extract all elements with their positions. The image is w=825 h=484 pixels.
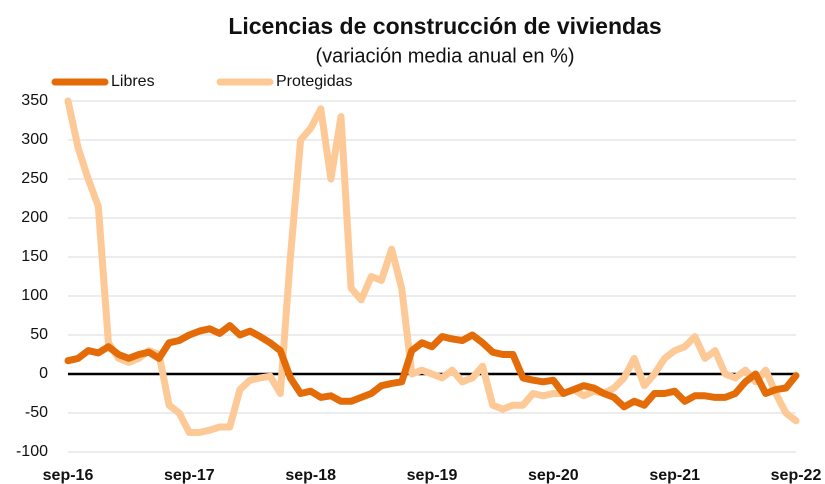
y-tick-label: 100: [21, 287, 48, 304]
y-tick-label: 350: [21, 92, 48, 109]
y-tick-label: -50: [25, 404, 48, 421]
legend-label: Libres: [111, 73, 155, 90]
y-tick-label: 50: [30, 326, 48, 343]
x-tick-label: sep-22: [771, 467, 822, 484]
y-tick-label: 250: [21, 170, 48, 187]
x-tick-label: sep-16: [43, 467, 94, 484]
chart-subtitle: (variación media anual en %): [315, 45, 574, 67]
y-tick-label: 0: [39, 365, 48, 382]
chart-title: Licencias de construcción de viviendas: [228, 13, 661, 39]
series-line: [64, 322, 800, 411]
x-tick-label: sep-21: [649, 467, 700, 484]
x-tick-label: sep-20: [528, 467, 579, 484]
y-tick-label: 200: [21, 209, 48, 226]
y-tick-label: 150: [21, 248, 48, 265]
x-tick-label: sep-17: [164, 467, 215, 484]
x-tick-label: sep-19: [407, 467, 458, 484]
x-tick-label: sep-18: [285, 467, 336, 484]
series-line: [64, 97, 800, 436]
legend-label: Protegidas: [276, 73, 353, 90]
y-tick-label: 300: [21, 131, 48, 148]
y-tick-label: -100: [16, 443, 48, 460]
